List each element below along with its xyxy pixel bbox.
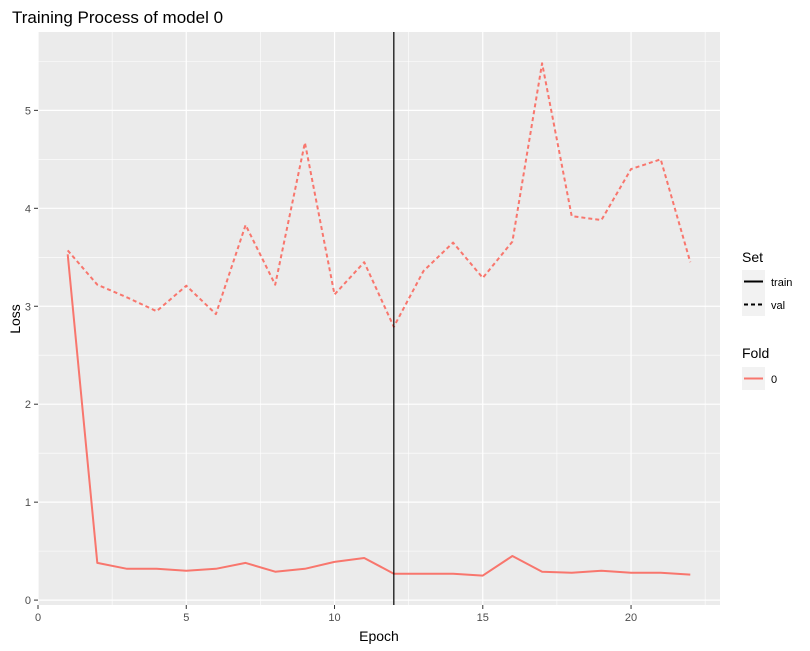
axis-ticks: 0 5 10 15 20 0 1 2 3 4 5 — [25, 105, 637, 624]
y-axis-title: Loss — [7, 304, 23, 334]
legend: Set train val Fold 0 — [742, 249, 792, 390]
series-line-train — [66, 254, 691, 577]
x-axis-title: Epoch — [359, 628, 399, 644]
plot-panel — [38, 32, 720, 605]
x-tick-label: 5 — [183, 612, 189, 624]
y-tick-label: 0 — [25, 595, 31, 607]
series-line-val — [66, 62, 692, 328]
x-tick-label: 10 — [328, 612, 340, 624]
x-tick-label: 0 — [35, 612, 41, 624]
legend-label-val: val — [771, 300, 785, 312]
x-tick-label: 15 — [477, 612, 489, 624]
y-tick-label: 1 — [25, 497, 31, 509]
minor-gridlines — [38, 32, 720, 605]
legend-fold-title: Fold — [742, 345, 769, 361]
chart-title: Training Process of model 0 — [12, 8, 223, 27]
legend-label-train: train — [771, 277, 792, 289]
y-tick-label: 3 — [25, 301, 31, 313]
x-tick-label: 20 — [625, 612, 637, 624]
y-tick-label: 2 — [25, 399, 31, 411]
series-lines — [66, 62, 692, 577]
legend-label-fold-0: 0 — [771, 374, 777, 386]
y-tick-label: 5 — [25, 105, 31, 117]
legend-set-title: Set — [742, 249, 763, 265]
major-gridlines — [37, 32, 720, 605]
y-tick-label: 4 — [25, 203, 31, 215]
